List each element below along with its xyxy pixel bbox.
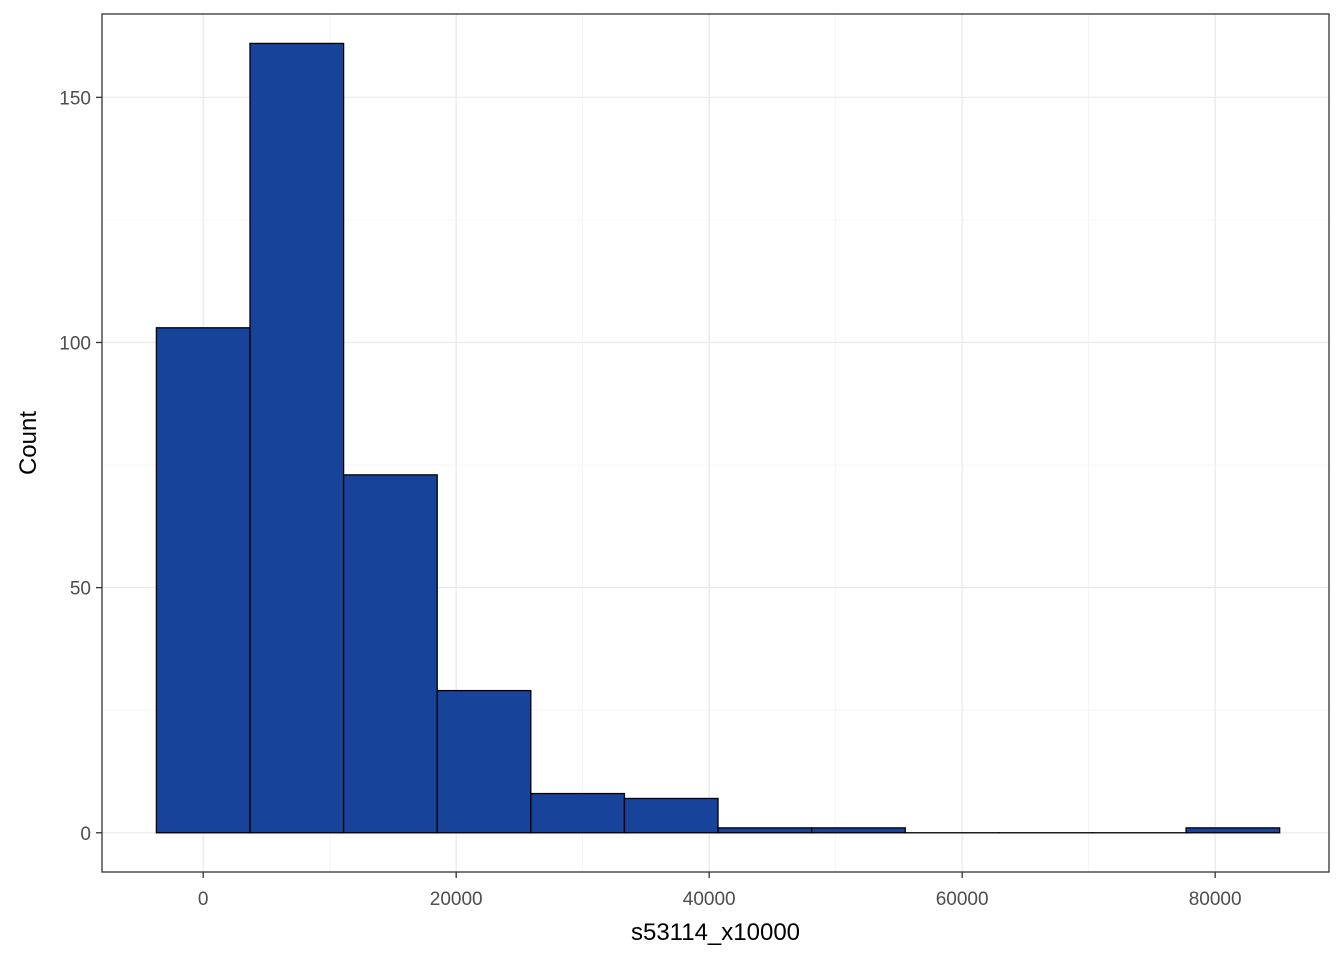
x-tick-label: 60000: [936, 889, 989, 910]
y-tick-label: 100: [59, 333, 91, 354]
x-axis-ticks: 0 20000 40000 60000 80000: [198, 872, 1242, 910]
x-tick-label: 0: [198, 889, 209, 910]
y-axis-title: Count: [15, 411, 42, 475]
y-axis-ticks: 0 50 100 150: [59, 88, 102, 845]
panel-border: [101, 13, 1330, 873]
histogram-bar: [342, 474, 438, 834]
histogram-bar: [717, 827, 813, 834]
x-tick-label: 80000: [1189, 889, 1242, 910]
y-tick-label: 150: [59, 88, 91, 109]
y-tick-label: 50: [70, 579, 91, 600]
x-axis-title: s53114_x10000: [631, 919, 800, 946]
histogram-bar: [249, 42, 345, 834]
histogram-bar: [530, 792, 626, 834]
histogram-bars: [155, 42, 1281, 834]
histogram-bar: [155, 327, 251, 834]
histogram-bar: [810, 827, 906, 834]
x-tick-label: 20000: [430, 889, 483, 910]
x-tick-label: 40000: [683, 889, 736, 910]
y-tick-label: 0: [80, 824, 91, 845]
histogram-bar: [436, 689, 532, 834]
histogram-bar: [623, 797, 719, 834]
histogram-bar: [1185, 827, 1281, 834]
